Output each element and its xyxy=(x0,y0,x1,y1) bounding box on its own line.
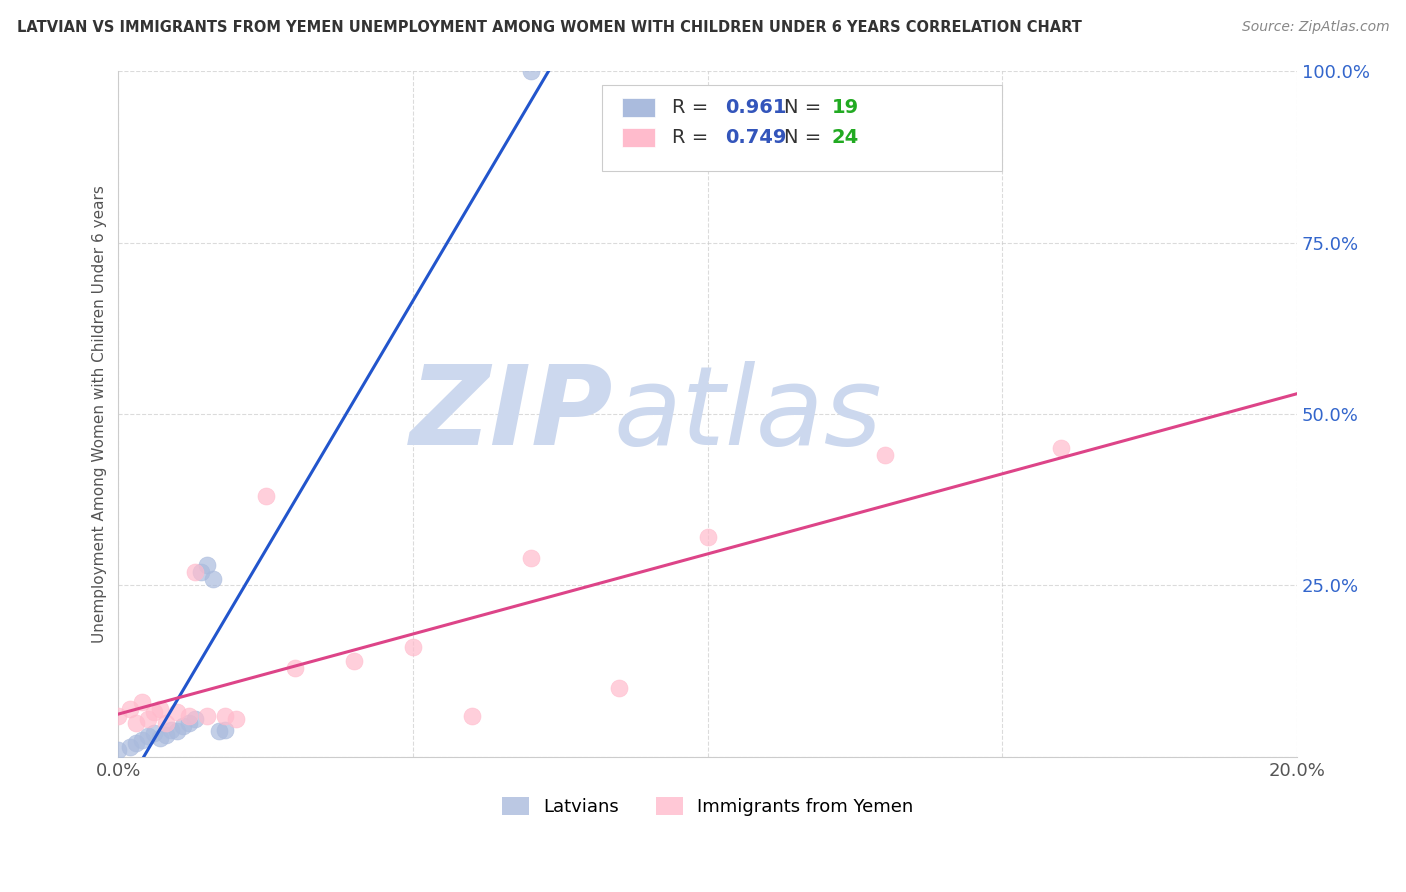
Point xyxy=(160,723,183,737)
Text: 0.749: 0.749 xyxy=(725,128,787,147)
Point xyxy=(190,565,212,579)
Text: LATVIAN VS IMMIGRANTS FROM YEMEN UNEMPLOYMENT AMONG WOMEN WITH CHILDREN UNDER 6 : LATVIAN VS IMMIGRANTS FROM YEMEN UNEMPLO… xyxy=(17,20,1081,35)
Point xyxy=(214,708,236,723)
Point xyxy=(149,731,172,745)
Point xyxy=(284,661,307,675)
Point xyxy=(520,64,543,78)
Point xyxy=(201,572,224,586)
Point xyxy=(120,739,142,754)
Text: R =: R = xyxy=(672,98,714,117)
Point xyxy=(207,723,229,738)
Point xyxy=(195,708,218,723)
Point xyxy=(172,719,194,733)
Y-axis label: Unemployment Among Women with Children Under 6 years: Unemployment Among Women with Children U… xyxy=(93,185,107,643)
Text: 0.961: 0.961 xyxy=(725,98,787,117)
Point xyxy=(195,558,218,572)
Point xyxy=(254,489,277,503)
Point xyxy=(166,723,188,738)
Point xyxy=(125,736,148,750)
Point xyxy=(131,695,153,709)
Legend: Latvians, Immigrants from Yemen: Latvians, Immigrants from Yemen xyxy=(495,789,921,823)
Point xyxy=(125,715,148,730)
Point xyxy=(343,654,366,668)
FancyBboxPatch shape xyxy=(602,85,1002,170)
Text: 19: 19 xyxy=(831,98,859,117)
Text: Source: ZipAtlas.com: Source: ZipAtlas.com xyxy=(1241,20,1389,34)
Point xyxy=(149,702,172,716)
FancyBboxPatch shape xyxy=(621,98,655,117)
Point xyxy=(184,712,207,726)
Point xyxy=(520,551,543,566)
Point xyxy=(155,728,177,742)
Point xyxy=(155,715,177,730)
Point xyxy=(120,702,142,716)
Text: R =: R = xyxy=(672,128,714,147)
Point xyxy=(179,708,201,723)
Point xyxy=(225,712,247,726)
Point xyxy=(136,730,159,744)
Point xyxy=(873,448,896,462)
Point xyxy=(136,712,159,726)
Text: ZIP: ZIP xyxy=(411,360,613,467)
Point xyxy=(609,681,631,696)
Point xyxy=(179,715,201,730)
Point xyxy=(696,531,718,545)
Point xyxy=(461,708,484,723)
Point xyxy=(402,640,425,655)
Point xyxy=(184,565,207,579)
Point xyxy=(107,708,129,723)
Text: atlas: atlas xyxy=(613,360,882,467)
Point xyxy=(166,706,188,720)
Point xyxy=(142,726,165,740)
Point xyxy=(131,732,153,747)
Point xyxy=(107,743,129,757)
FancyBboxPatch shape xyxy=(621,128,655,147)
Text: 24: 24 xyxy=(831,128,859,147)
Text: N =: N = xyxy=(785,98,828,117)
Text: N =: N = xyxy=(785,128,828,147)
Point xyxy=(214,723,236,737)
Point xyxy=(1050,442,1073,456)
Point xyxy=(142,706,165,720)
